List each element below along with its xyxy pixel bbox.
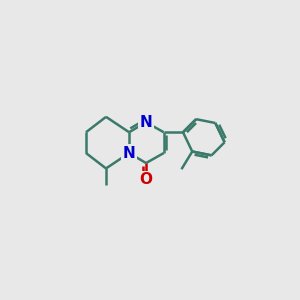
Text: O: O xyxy=(140,172,153,188)
Text: N: N xyxy=(123,146,136,160)
Text: N: N xyxy=(140,115,152,130)
